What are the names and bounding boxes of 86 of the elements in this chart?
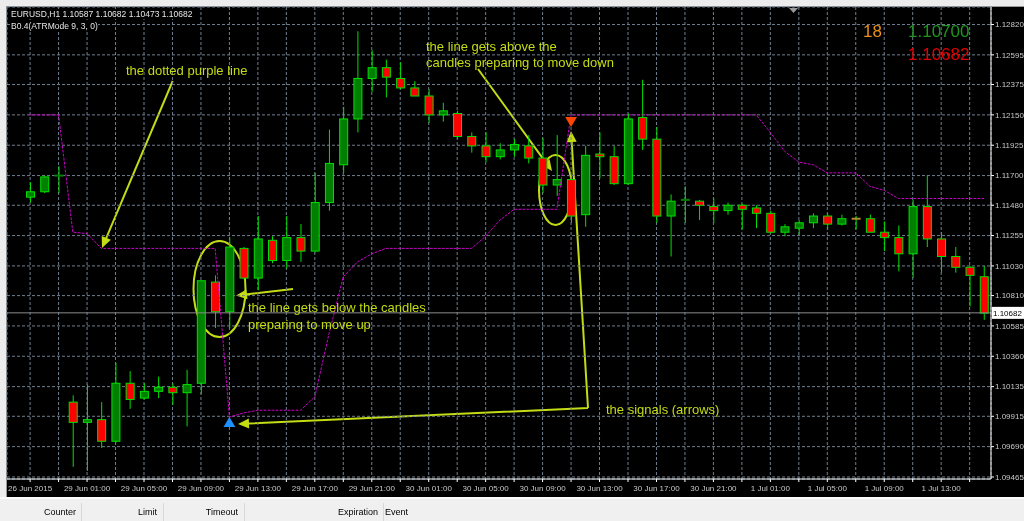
x-tick-label: 1 Jul 13:00 (921, 484, 962, 493)
x-tick-label: 30 Jun 13:00 (576, 484, 624, 493)
y-tick-label: 1.12595 (995, 50, 1024, 60)
candlestick (766, 210, 776, 235)
x-tick-label: 30 Jun 05:00 (462, 484, 510, 493)
x-tick-label: 29 Jun 05:00 (120, 484, 168, 493)
candlestick (680, 185, 690, 224)
x-tick-label: 30 Jun 01:00 (405, 484, 453, 493)
candlestick (723, 202, 733, 216)
candlestick (851, 215, 861, 231)
candlestick (26, 181, 35, 204)
y-tick-label: 1.12375 (995, 80, 1024, 90)
y-tick-label: 1.09915 (995, 412, 1024, 422)
y-tick-label: 1.10585 (995, 321, 1024, 331)
annotation: the signals (arrows) (606, 402, 720, 417)
candlestick (438, 102, 448, 123)
annotation: 1.10700 (908, 22, 970, 41)
x-tick-label: 1 Jul 05:00 (807, 484, 848, 493)
candlestick (396, 61, 406, 90)
y-tick-label: 1.11030 (995, 261, 1024, 271)
candlestick (54, 165, 64, 194)
x-tick-label: 30 Jun 17:00 (633, 484, 681, 493)
annotation: 18 (863, 22, 882, 41)
candlestick (894, 224, 904, 272)
text: Timeout (205, 507, 238, 517)
annotation: the line gets above the candles preparing to move down (426, 39, 614, 70)
candlestick (296, 223, 306, 263)
x-tick-label: 29 Jun 09:00 (177, 484, 225, 493)
candlestick (695, 199, 705, 221)
ref-line-label: 1.10682 (993, 308, 1023, 318)
candlestick (880, 220, 890, 252)
candlestick (125, 370, 135, 410)
text: Expiration (337, 507, 378, 517)
candlestick (182, 369, 192, 427)
y-tick-label: 1.10360 (995, 352, 1024, 362)
candlestick (168, 382, 178, 406)
candlestick (68, 394, 78, 468)
candlestick (97, 401, 107, 449)
candlestick (268, 235, 277, 264)
candlestick (552, 134, 562, 197)
x-tick-label: 26 Jun 2015 (8, 484, 53, 493)
candlestick (595, 131, 605, 179)
annotation: the line gets below the candles preparing to move up (248, 300, 426, 332)
y-tick-label: 1.11255 (995, 231, 1024, 241)
candlestick (737, 203, 747, 231)
x-tick-label: 1 Jul 01:00 (750, 484, 791, 493)
y-tick-label: 1.09690 (995, 442, 1024, 452)
candlestick (752, 204, 761, 229)
candlestick (467, 131, 477, 154)
candlestick (666, 193, 676, 257)
candlestick (481, 131, 491, 163)
candlestick (424, 88, 434, 124)
y-tick-label: 1.09465 (995, 472, 1024, 482)
candlestick (951, 246, 961, 274)
candlestick (937, 231, 947, 274)
candlestick (965, 265, 975, 307)
chart-title: EURUSD,H1 1.10587 1.10682 1.10473 1.10682 (11, 9, 193, 19)
candlestick (709, 198, 719, 224)
y-tick-label: 1.10810 (995, 291, 1024, 301)
y-tick-label: 1.12150 (995, 110, 1024, 120)
candlestick (381, 59, 391, 98)
candlestick (282, 215, 292, 270)
x-tick-label: 29 Jun 17:00 (291, 484, 339, 493)
candlestick (638, 79, 648, 151)
annotation: the dotted purple line (126, 63, 248, 78)
annotation: 1.10682 (908, 45, 970, 64)
text: Counter (43, 507, 76, 517)
candlestick (367, 49, 377, 93)
x-tick-label: 29 Jun 13:00 (234, 484, 282, 493)
candlestick (82, 384, 92, 472)
x-tick-label: 30 Jun 09:00 (519, 484, 567, 493)
x-tick-label: 1 Jul 09:00 (864, 484, 905, 493)
x-tick-label: 29 Jun 01:00 (63, 484, 111, 493)
x-tick-label: 29 Jun 21:00 (348, 484, 396, 493)
candlestick (154, 376, 164, 399)
candlestick (453, 110, 463, 140)
y-tick-label: 1.12820 (995, 20, 1024, 30)
text: Limit (137, 507, 157, 517)
candlestick (524, 134, 534, 164)
y-tick-label: 1.11925 (995, 141, 1024, 151)
y-tick-label: 1.10135 (995, 382, 1024, 392)
text: Event (385, 507, 409, 517)
y-tick-label: 1.11700 (995, 171, 1024, 181)
text: B0.4(ATRMode 9, 3, 0) (11, 21, 98, 31)
y-tick-label: 1.11480 (995, 201, 1024, 211)
x-tick-label: 30 Jun 21:00 (690, 484, 738, 493)
